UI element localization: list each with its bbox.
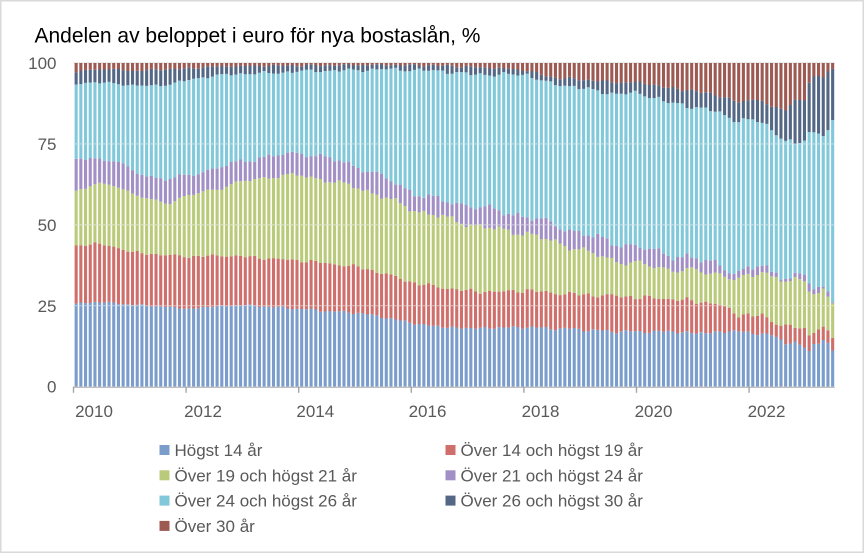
svg-text:100: 100 — [28, 54, 56, 73]
svg-text:2022: 2022 — [748, 402, 786, 421]
svg-text:Högst 14 år: Högst 14 år — [175, 441, 263, 460]
svg-text:2016: 2016 — [409, 402, 447, 421]
svg-text:75: 75 — [38, 135, 57, 154]
svg-text:Över 30 år: Över 30 år — [175, 517, 256, 536]
svg-text:50: 50 — [38, 216, 57, 235]
svg-text:25: 25 — [38, 297, 57, 316]
svg-text:2018: 2018 — [522, 402, 560, 421]
svg-text:Över 21 och högst 24 år: Över 21 och högst 24 år — [461, 466, 644, 485]
svg-text:Över 26 och högst 30 år: Över 26 och högst 30 år — [461, 492, 644, 511]
svg-text:Över 19 och högst 21 år: Över 19 och högst 21 år — [175, 466, 358, 485]
svg-text:Över 24 och högst 26 år: Över 24 och högst 26 år — [175, 492, 358, 511]
svg-text:2010: 2010 — [75, 402, 113, 421]
svg-text:2014: 2014 — [296, 402, 334, 421]
svg-text:Över 14 och högst 19 år: Över 14 och högst 19 år — [461, 441, 644, 460]
svg-text:Andelen av beloppet i euro för: Andelen av beloppet i euro för nya bosta… — [35, 25, 481, 48]
svg-text:2012: 2012 — [184, 402, 222, 421]
svg-text:0: 0 — [47, 378, 56, 397]
svg-text:2020: 2020 — [635, 402, 673, 421]
